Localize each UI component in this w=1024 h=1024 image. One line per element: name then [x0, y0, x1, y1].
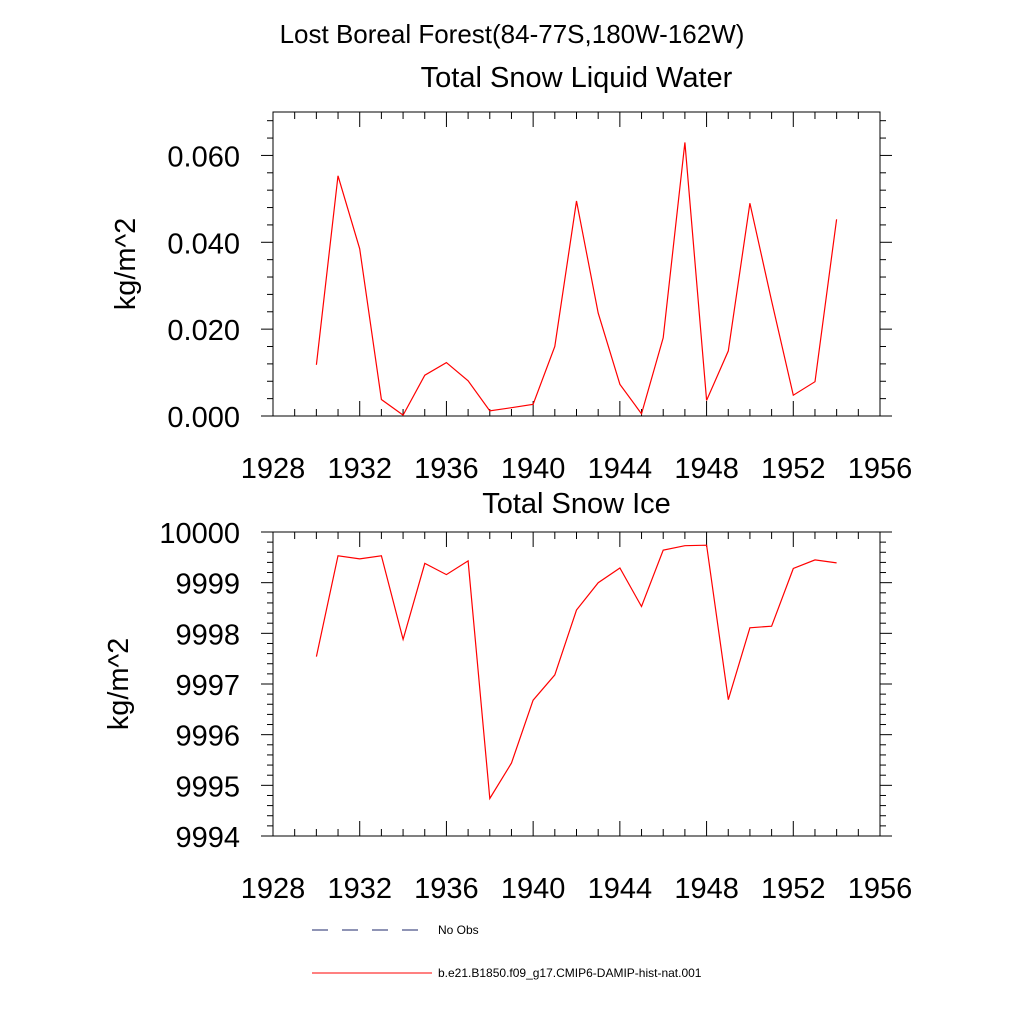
x-tick-label: 1940 [501, 873, 566, 905]
x-tick-label: 1948 [674, 453, 739, 485]
x-tick-label: 1944 [588, 873, 653, 905]
y-axis-label: kg/m^2 [110, 218, 142, 311]
series-line [315, 142, 838, 416]
chart-panel-snow-liquid-water: Total Snow Liquid Water 1928 1932 1936 1940 1… [110, 62, 912, 485]
y-tick-label: 9994 [175, 822, 240, 854]
y-axis-label: kg/m^2 [103, 638, 135, 731]
x-tick-label: 1940 [501, 453, 566, 485]
figure-main-title: Lost Boreal Forest(84-77S,180W-162W) [280, 19, 745, 49]
y-tick-label: 0.040 [167, 228, 240, 260]
x-tick-label: 1936 [414, 873, 479, 905]
legend: No Obs b.e21.B1850.f09_g17.CMIP6-DAMIP-h… [312, 923, 702, 980]
panel-title: Total Snow Ice [482, 488, 671, 520]
x-tick-label: 1932 [327, 873, 392, 905]
legend-label-no-obs: No Obs [438, 923, 479, 937]
y-tick-label: 9999 [175, 569, 240, 601]
y-tick-label: 9996 [175, 721, 240, 753]
plot-frame [272, 111, 881, 417]
y-tick-label: 0.060 [167, 141, 240, 173]
x-tick-label: 1928 [241, 873, 306, 905]
x-tick-label: 1944 [588, 453, 653, 485]
y-tick-label: 9995 [175, 771, 240, 803]
x-tick-label: 1956 [848, 873, 913, 905]
legend-label-hist-nat: b.e21.B1850.f09_g17.CMIP6-DAMIP-hist-nat… [438, 966, 702, 980]
plot-frame [272, 531, 881, 837]
y-tick-label: 9997 [175, 670, 240, 702]
x-tick-label: 1952 [761, 453, 826, 485]
x-tick-label: 1956 [848, 453, 913, 485]
x-tick-label: 1932 [327, 453, 392, 485]
y-tick-label: 0.020 [167, 315, 240, 347]
x-tick-label: 1948 [674, 873, 739, 905]
x-tick-label: 1936 [414, 453, 479, 485]
chart-panel-snow-ice: Total Snow Ice 1928 1932 1936 1940 1944 1948 19… [103, 488, 912, 905]
y-tick-label: 0.000 [167, 402, 240, 434]
x-tick-label: 1928 [241, 453, 306, 485]
x-tick-label: 1952 [761, 873, 826, 905]
series-line [315, 544, 837, 801]
y-tick-label: 9998 [175, 619, 240, 651]
y-tick-label: 10000 [159, 518, 240, 550]
panel-title: Total Snow Liquid Water [421, 62, 733, 94]
